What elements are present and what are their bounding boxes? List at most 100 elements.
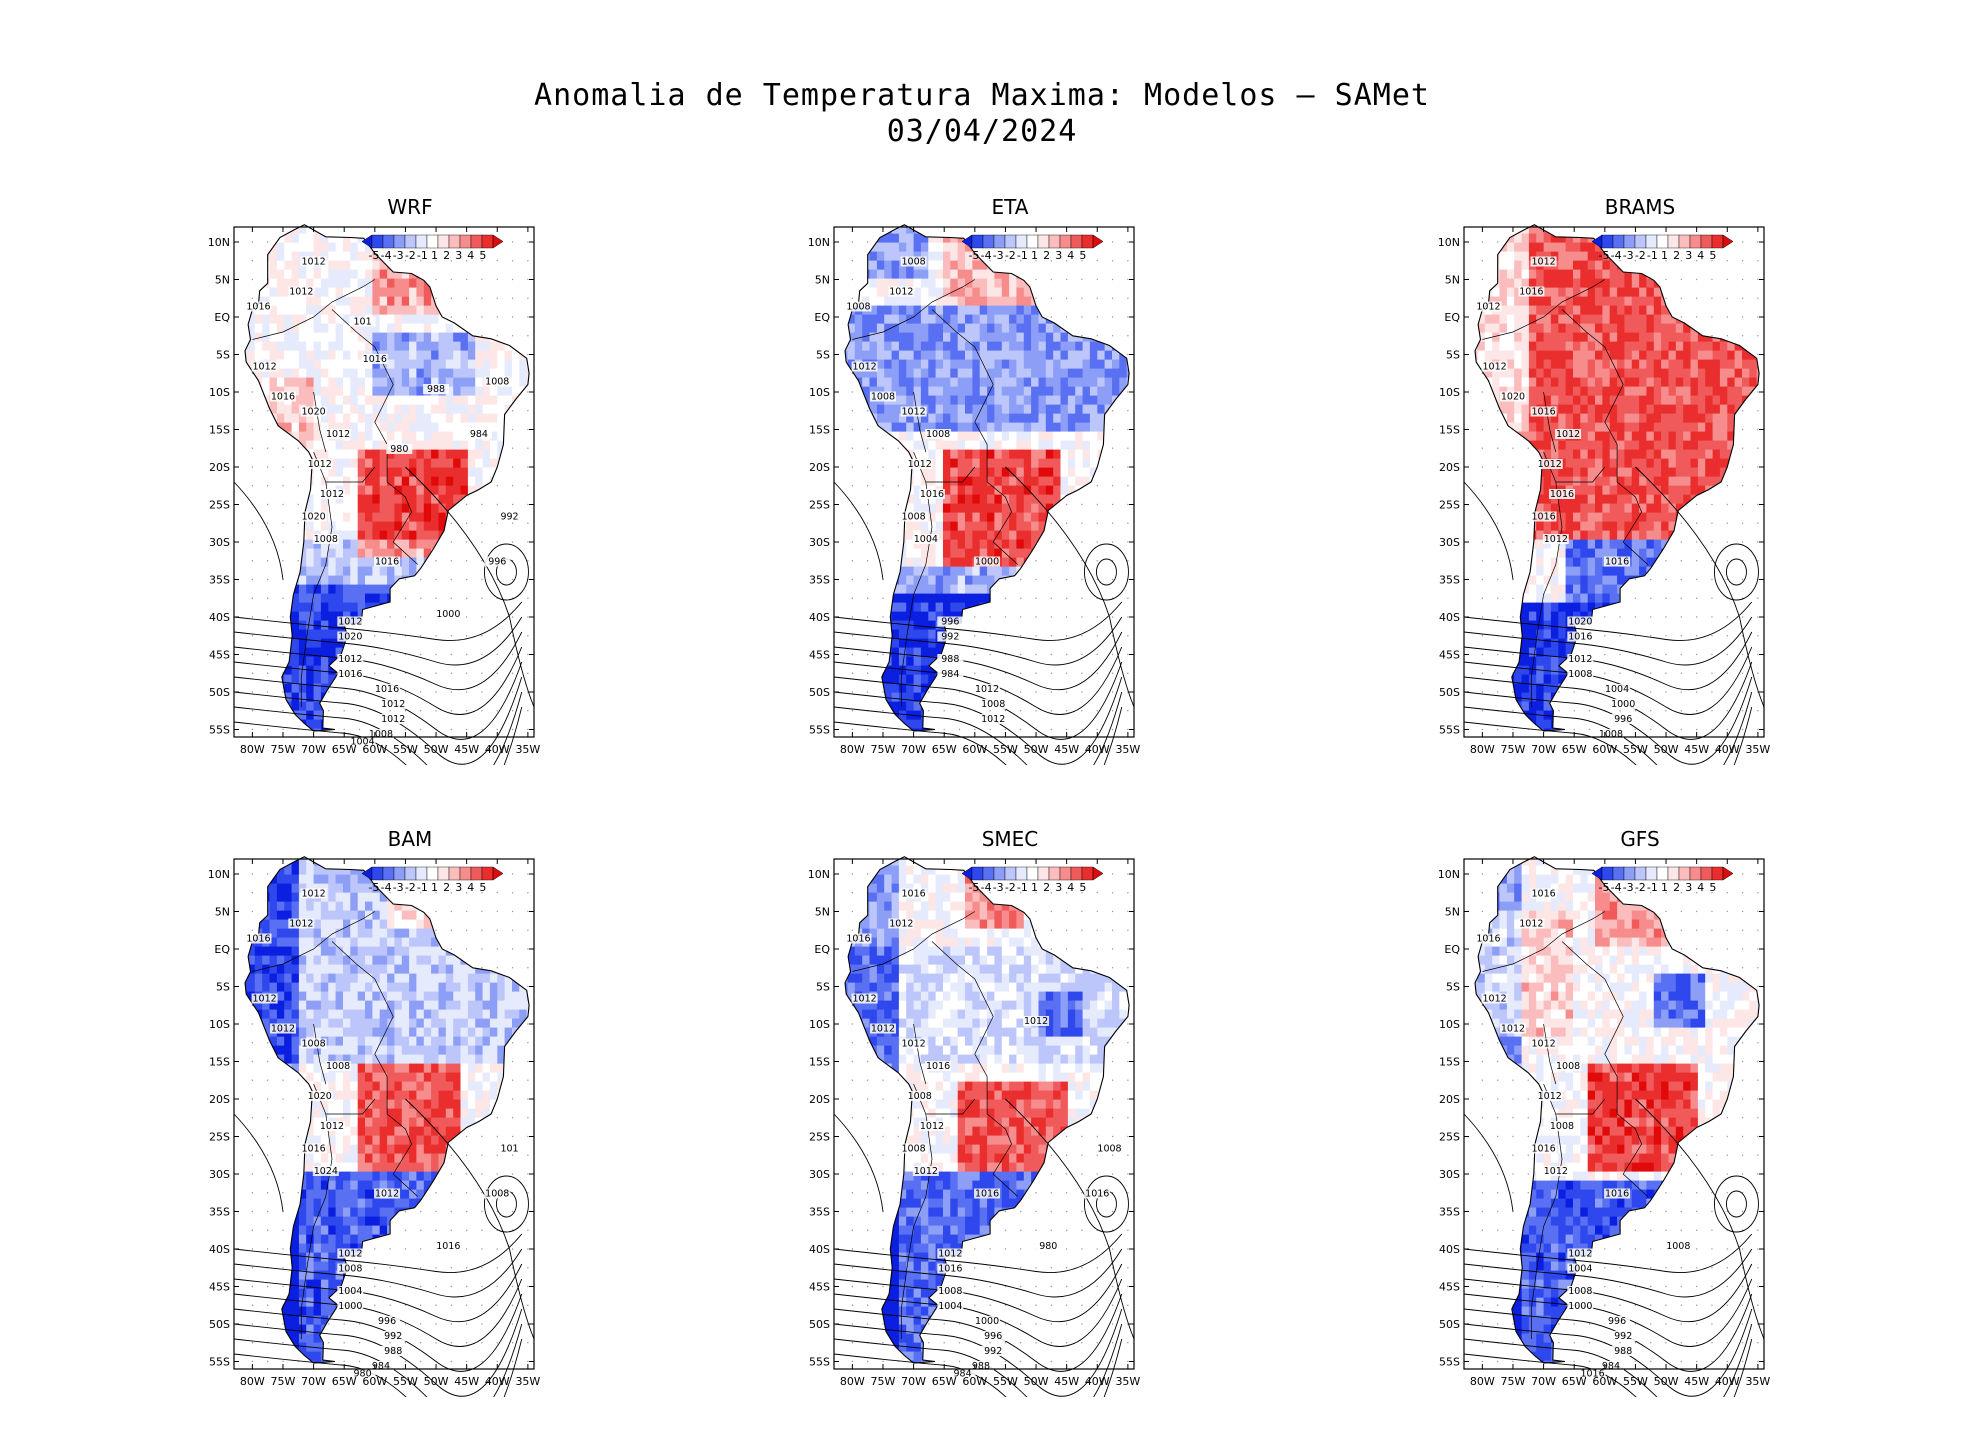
contour-label: 1000 [974,556,1001,568]
lon-tick-label: 60W [1592,1375,1617,1388]
lat-tick-label: 30S [209,1168,230,1181]
lon-tick-label: 60W [362,1375,387,1388]
contour-label: 1016 [269,391,296,403]
panel-gfs: GFS 1012 1016 1016 1012 1012 1012 1008 1012 1008 1… [1420,827,1860,1397]
lat-tick-label: EQ [1444,943,1460,956]
lon-tick-label: 60W [1592,743,1617,756]
lat-tick-label: 50S [1439,1318,1460,1331]
colorbar-label: 4 [1697,881,1704,894]
lat-tick-label: EQ [814,943,830,956]
lon-tick-label: 65W [332,743,357,756]
contour-label: 992 [380,1331,407,1342]
contour-label: 1000 [1567,1301,1594,1312]
colorbar-label: 2 [1673,249,1680,262]
lat-tick-label: 5N [1445,274,1460,287]
contour-label: 1008 [1548,1121,1575,1132]
svg-text:1020: 1020 [301,407,325,418]
panel-title: WRF [387,195,433,219]
lon-tick-label: 70W [1531,1375,1556,1388]
lat-tick-label: 40S [809,1243,830,1256]
contour-label: 1012 [1542,534,1569,545]
colorbar-swatch [459,234,472,249]
contour-label: 1016 [1548,489,1575,500]
colorbar-swatch [1612,234,1625,249]
panel-eta: ETA 1012 1008 1008 1012 1008 1012 1008 1012 1016 1… [790,195,1230,765]
svg-text:1016: 1016 [363,354,387,365]
contour-label: 1008 [869,391,896,403]
svg-text:1008: 1008 [485,377,509,388]
isobars [1463,466,1765,765]
lon-tick-label: 70W [1531,743,1556,756]
contour-label: 1012 [269,1023,296,1035]
lon-tick-label: 70W [301,1375,326,1388]
lat-tick-label: 55S [809,724,830,737]
colorbar-label: -5 [1599,881,1610,894]
colorbar-swatch [1081,866,1094,881]
contour-label: 1016 [1604,556,1631,568]
contour-label: 996 [484,556,511,568]
lat-tick-label: 20S [209,1093,230,1106]
contour-label: 984 [367,1361,394,1372]
panel-title: BAM [387,827,433,851]
contour-label: 1012 [288,918,315,930]
isobars [833,466,1135,765]
contour-label: 1012 [374,1188,401,1200]
contour-label: 1004 [1567,1263,1594,1275]
contour-label: 984 [1597,1361,1624,1372]
contour-label: 1016 [1530,888,1557,900]
contour-label: 1012 [251,361,278,373]
colorbar-label: 5 [479,881,486,894]
contour-label: 980 [349,1368,376,1380]
colorbar-label: -1 [1647,881,1658,894]
contour-label: 1016 [361,354,388,365]
contour-label: 1012 [851,993,878,1005]
contour-label: 1016 [1567,631,1594,643]
contour-label: 1008 [980,699,1007,710]
lat-tick-label: 55S [209,1356,230,1369]
lat-tick-label: 25S [809,1131,830,1144]
colorbar-swatch [1004,234,1017,249]
colorbar-swatch [1048,234,1061,249]
colorbar-label: 1 [431,881,438,894]
contour-label: 1016 [1530,511,1557,523]
colorbar-swatch [1070,866,1083,881]
colorbar-swatch [481,234,494,249]
contour-label: 1016 [1084,1188,1111,1200]
contour-label: 1008 [367,729,394,740]
lon-tick-label: 65W [932,743,957,756]
colorbar-label: -4 [981,881,992,894]
lat-tick-label: 30S [809,1168,830,1181]
contour-label: 1012 [1542,1166,1569,1177]
contour-labels: 1012 1016 1016 1012 1012 1012 1016 1008 1012 1008… [845,888,1123,1380]
svg-text:1016: 1016 [375,684,399,695]
contour-label: 1008 [900,1143,927,1155]
colorbar-label: -4 [981,249,992,262]
contour-label: 1012 [906,459,933,470]
colorbar-swatch [1656,234,1669,249]
lat-tick-label: 50S [809,1318,830,1331]
contour-label: 1012 [380,714,407,725]
colorbar-label: 3 [1685,881,1692,894]
map-frame [833,226,1135,738]
contour-label: 1012 [288,286,315,298]
lon-tick-label: 55W [393,1375,418,1388]
lat-tick-label: 45S [809,1281,830,1294]
contour-label: 1012 [888,286,915,298]
contour-label: 1008 [1597,729,1624,740]
svg-text:1012: 1012 [320,489,344,500]
contour-label: 980 [1035,1241,1062,1252]
lat-tick-label: 35S [209,1206,230,1219]
colorbar-swatch [1711,866,1724,881]
lon-tick-label: 55W [993,743,1018,756]
lon-tick-label: 50W [1024,1375,1049,1388]
colorbar-swatch [415,234,428,249]
svg-text:1000: 1000 [436,609,460,620]
contour-label: 1008 [312,534,339,545]
panel-title: GFS [1620,827,1660,851]
colorbar-label: -3 [393,249,404,262]
colorbar-label: 4 [467,249,474,262]
lat-tick-label: 55S [809,1356,830,1369]
colorbar-label: -2 [1635,881,1646,894]
map-frame [833,858,1135,1370]
lat-tick-label: 50S [809,686,830,699]
